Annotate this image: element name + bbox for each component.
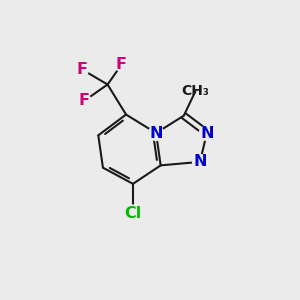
Text: F: F bbox=[76, 62, 88, 77]
Text: CH₃: CH₃ bbox=[182, 84, 209, 98]
Circle shape bbox=[200, 126, 214, 140]
Text: Cl: Cl bbox=[124, 206, 142, 221]
Text: N: N bbox=[193, 154, 207, 169]
Text: F: F bbox=[79, 93, 90, 108]
Circle shape bbox=[76, 63, 88, 76]
Circle shape bbox=[115, 58, 128, 71]
Circle shape bbox=[78, 94, 91, 107]
Circle shape bbox=[193, 154, 207, 169]
Text: F: F bbox=[116, 57, 127, 72]
Text: N: N bbox=[200, 125, 214, 140]
Circle shape bbox=[149, 126, 164, 140]
Text: N: N bbox=[149, 125, 163, 140]
Circle shape bbox=[124, 205, 142, 223]
